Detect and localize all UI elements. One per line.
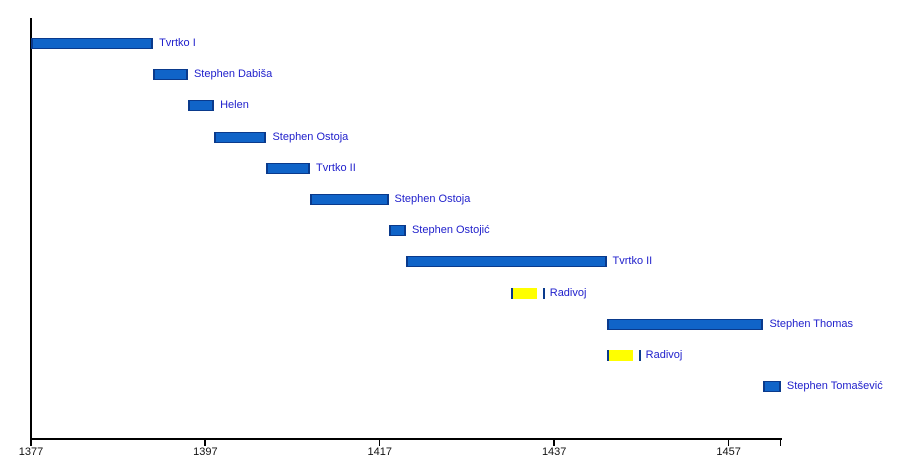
bar-label: Radivoj [645, 349, 683, 361]
claimant-end-mark [638, 350, 641, 361]
y-axis-line [30, 18, 32, 440]
bar-label: Helen [220, 99, 249, 111]
bar-label: Stephen Thomas [769, 318, 854, 330]
timeline-bar-monarch [388, 225, 406, 236]
timeline-bar-claimant [510, 288, 537, 299]
x-axis-line [30, 438, 782, 440]
bar-label: Stephen Ostoja [272, 131, 349, 143]
timeline-bar-monarch [310, 194, 389, 205]
x-axis-end-tick-mark [779, 440, 782, 446]
timeline-bar-monarch [31, 38, 154, 49]
bar-label: Radivoj [549, 287, 587, 299]
bar-label: Tvrtko I [159, 37, 196, 49]
x-axis-tick-label: 1457 [716, 446, 741, 458]
timeline-bar-monarch [187, 100, 215, 111]
timeline-bar-monarch [266, 163, 311, 174]
x-axis-tick-label: 1417 [367, 446, 393, 458]
x-axis-tick-mark [30, 440, 32, 446]
timeline-bar-monarch [214, 132, 267, 143]
x-axis-tick-mark [204, 440, 206, 446]
x-axis-tick-label: 1437 [541, 446, 567, 458]
bar-label: Tvrtko II [316, 162, 356, 174]
claimant-end-mark [542, 288, 545, 299]
timeline-bar-monarch [405, 256, 607, 267]
bar-label: Stephen Dabiša [193, 68, 273, 80]
timeline-bar-monarch [763, 381, 781, 392]
timeline-bar-monarch [606, 319, 764, 330]
x-axis-tick-label: 1377 [18, 446, 44, 458]
bar-label: Stephen Ostojić [411, 224, 490, 236]
x-axis-tick-mark [378, 440, 381, 446]
bar-label: Stephen Tomašević [786, 380, 883, 392]
timeline-bar-monarch [153, 69, 188, 80]
x-axis-tick-mark [727, 440, 730, 446]
x-axis-tick-label: 1397 [193, 446, 218, 458]
bar-label: Tvrtko II [612, 255, 653, 267]
timeline-bar-claimant [606, 350, 633, 361]
x-axis-tick-mark [553, 440, 555, 446]
bar-label: Stephen Ostoja [394, 193, 471, 205]
